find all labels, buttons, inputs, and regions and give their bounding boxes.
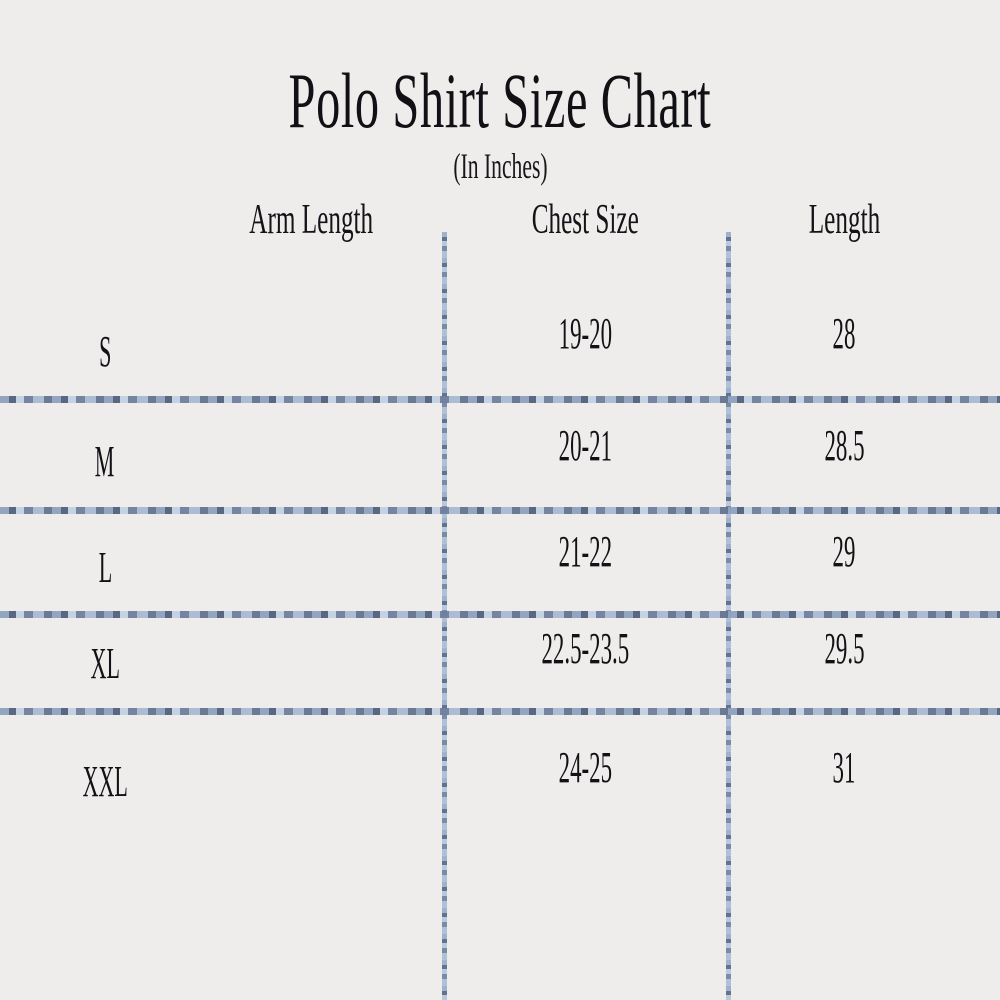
size-label-xxl-text: XXL bbox=[82, 757, 128, 806]
column-header-chest-size-text: Chest Size bbox=[531, 197, 639, 243]
table-cell-length-m: 28.5 bbox=[694, 424, 994, 468]
size-label-l-text: L bbox=[98, 543, 112, 592]
table-cell-chest-l: 21-22 bbox=[435, 530, 735, 574]
horizontal-gridline-3 bbox=[0, 611, 1000, 618]
chest-value-s: 19-20 bbox=[558, 309, 612, 358]
chest-value-m: 20-21 bbox=[558, 421, 612, 470]
page-subtitle-text: (In Inches) bbox=[452, 146, 548, 186]
column-header-length-text: Length bbox=[808, 197, 880, 243]
length-value-m: 28.5 bbox=[823, 421, 865, 470]
table-row-size-label-s: S bbox=[0, 330, 255, 374]
size-label-m-text: M bbox=[95, 437, 115, 486]
page-title: Polo Shirt Size Chart bbox=[0, 62, 1000, 140]
table-cell-length-l: 29 bbox=[694, 530, 994, 574]
chest-value-xl: 22.5-23.5 bbox=[541, 624, 629, 673]
table-cell-chest-xl: 22.5-23.5 bbox=[435, 627, 735, 671]
table-cell-length-xl: 29.5 bbox=[694, 627, 994, 671]
length-value-xxl: 31 bbox=[832, 743, 856, 792]
table-row-size-label-l: L bbox=[0, 546, 255, 590]
column-header-arm-length: Arm Length bbox=[161, 199, 461, 241]
table-cell-chest-m: 20-21 bbox=[435, 424, 735, 468]
table-row-size-label-m: M bbox=[0, 440, 255, 484]
column-header-length: Length bbox=[694, 199, 994, 241]
size-label-xl-text: XL bbox=[90, 639, 120, 688]
chest-value-xxl: 24-25 bbox=[558, 743, 612, 792]
chest-value-l: 21-22 bbox=[558, 527, 612, 576]
table-cell-chest-xxl: 24-25 bbox=[435, 746, 735, 790]
page-subtitle: (In Inches) bbox=[0, 148, 1000, 184]
length-value-l: 29 bbox=[832, 527, 856, 576]
table-cell-chest-s: 19-20 bbox=[435, 312, 735, 356]
table-row-size-label-xl: XL bbox=[0, 642, 255, 686]
size-label-s-text: S bbox=[98, 327, 112, 376]
horizontal-gridline-2 bbox=[0, 507, 1000, 514]
table-cell-length-s: 28 bbox=[694, 312, 994, 356]
horizontal-gridline-1 bbox=[0, 396, 1000, 403]
table-row-size-label-xxl: XXL bbox=[0, 760, 255, 804]
page-title-text: Polo Shirt Size Chart bbox=[288, 57, 712, 144]
table-cell-length-xxl: 31 bbox=[694, 746, 994, 790]
column-header-arm-length-text: Arm Length bbox=[249, 197, 373, 243]
column-header-chest-size: Chest Size bbox=[435, 199, 735, 241]
length-value-xl: 29.5 bbox=[823, 624, 865, 673]
length-value-s: 28 bbox=[832, 309, 856, 358]
horizontal-gridline-4 bbox=[0, 708, 1000, 715]
